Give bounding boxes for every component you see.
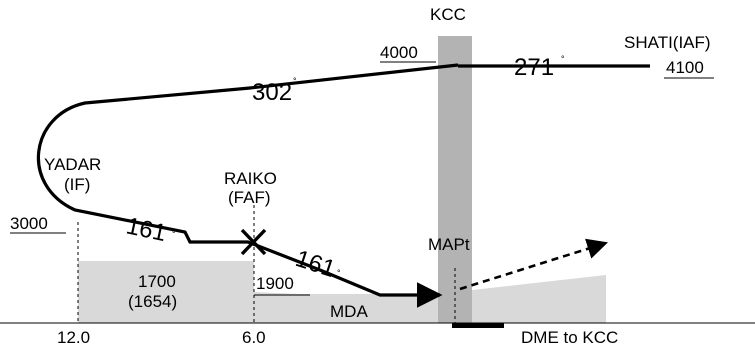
kcc-label: KCC	[430, 5, 466, 24]
shati-label: SHATI(IAF)	[624, 33, 711, 52]
course-161-b: 161	[292, 245, 338, 283]
missed-approach-path	[459, 238, 608, 291]
kcc-altitude: 4000	[380, 43, 418, 62]
kcc-band	[438, 36, 472, 323]
approach-path	[36, 63, 459, 308]
mda-label: MDA	[330, 302, 368, 321]
course-271-degree: °	[561, 54, 565, 64]
faf-cross-b	[240, 228, 267, 256]
shati-altitude: 4100	[666, 58, 704, 77]
course-161-a: 161	[124, 212, 169, 247]
segment-altitude: 1700	[138, 272, 176, 291]
obstacle-area-yadar-raiko	[78, 261, 254, 323]
obstacle-area-final	[254, 292, 455, 323]
segment-altitude-paren: (1654)	[128, 292, 177, 311]
yadar-role: (IF)	[64, 175, 90, 194]
raiko-role: (FAF)	[228, 188, 271, 207]
yadar-altitude: 3000	[10, 214, 48, 233]
dme-note: DME to KCC	[521, 328, 618, 347]
course-271: 271	[514, 54, 554, 81]
course-302-degree: °	[293, 76, 297, 86]
course-161-b-degree: °	[337, 268, 341, 278]
raiko-altitude: 1900	[256, 274, 294, 293]
course-161-a-degree: °	[172, 229, 176, 239]
dme-bar	[452, 323, 504, 328]
mapt-label: MAPt	[428, 235, 470, 254]
distance-6: 6.0	[242, 328, 266, 347]
course-302: 302	[252, 79, 292, 106]
raiko-label: RAIKO	[224, 169, 277, 188]
yadar-label: YADAR	[44, 155, 101, 174]
distance-12: 12.0	[57, 328, 90, 347]
missed-approach-area	[455, 275, 606, 323]
